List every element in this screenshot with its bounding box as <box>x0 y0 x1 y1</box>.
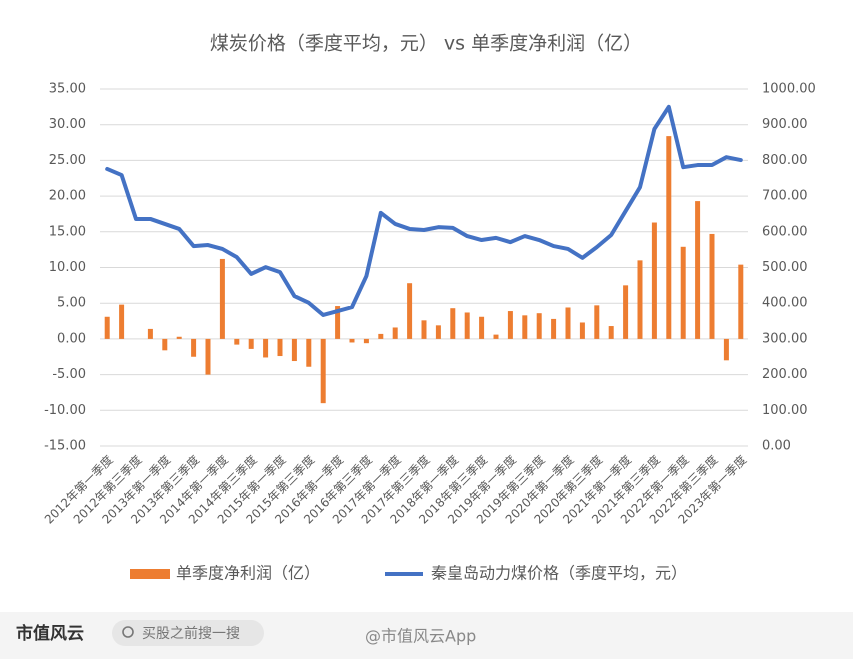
bar <box>680 246 686 339</box>
legend-label: 秦皇岛动力煤价格（季度平均，元） <box>431 564 687 583</box>
bar <box>277 338 283 357</box>
y2-tick-label: 700.00 <box>762 189 808 204</box>
bar <box>738 264 744 339</box>
search-box[interactable] <box>112 620 264 646</box>
bar <box>464 312 470 339</box>
y2-tick-label: 1000.00 <box>762 82 816 97</box>
line <box>105 104 743 317</box>
bar <box>407 283 413 339</box>
bar <box>191 338 197 357</box>
y-tick-label: 20.00 <box>49 189 86 204</box>
bar <box>119 304 125 339</box>
bar <box>435 325 441 339</box>
bar <box>306 338 312 367</box>
bar <box>363 338 369 344</box>
bar <box>349 338 355 343</box>
y-tick-label: 10.00 <box>49 260 86 275</box>
y2-tick-label: 300.00 <box>762 331 808 346</box>
y-tick-label: 15.00 <box>49 224 86 239</box>
y2-tick-label: 100.00 <box>762 403 808 418</box>
bar <box>723 338 729 361</box>
bar <box>608 326 614 339</box>
bar <box>291 338 297 362</box>
bar <box>522 315 528 339</box>
bar <box>551 318 557 339</box>
bar <box>147 328 153 339</box>
chart-title: 煤炭价格（季度平均，元） vs 单季度净利润（亿） <box>210 33 642 55</box>
bar <box>234 338 240 345</box>
bar <box>594 305 600 339</box>
y-tick-label: 5.00 <box>57 296 86 311</box>
legend-label: 单季度净利润（亿） <box>176 564 320 583</box>
y2-tick-label: 800.00 <box>762 153 808 168</box>
bar <box>320 338 326 404</box>
y2-tick-label: 400.00 <box>762 296 808 311</box>
y2-tick-label: 200.00 <box>762 367 808 382</box>
y-tick-label: -5.00 <box>52 367 86 382</box>
bar <box>205 338 211 375</box>
bar <box>335 306 341 339</box>
y2-tick-label: 0.00 <box>762 439 791 454</box>
account: @市值风云App <box>365 627 476 646</box>
y-tick-label: 25.00 <box>49 153 86 168</box>
bar <box>637 260 643 339</box>
bar <box>479 316 485 339</box>
bar <box>421 320 427 339</box>
bar <box>536 313 542 339</box>
y-tick-label: -15.00 <box>44 439 86 454</box>
bar <box>378 333 384 339</box>
bar <box>392 327 398 339</box>
search-icon <box>122 626 134 638</box>
y2-tick-label: 500.00 <box>762 260 808 275</box>
bar <box>666 136 672 339</box>
bar <box>651 222 657 339</box>
y-tick-label: 35.00 <box>49 82 86 97</box>
bar <box>104 316 110 339</box>
y-tick-label: 0.00 <box>57 331 86 346</box>
bar <box>263 338 269 358</box>
brand: 市值风云 <box>16 623 84 644</box>
y-tick-label: 30.00 <box>49 117 86 132</box>
bar <box>248 338 254 349</box>
bar <box>176 336 182 339</box>
bar <box>709 233 715 339</box>
bar <box>695 201 701 339</box>
bar <box>450 308 456 339</box>
y-tick-label: -10.00 <box>44 403 86 418</box>
search-text: 买股之前搜一搜 <box>142 625 240 642</box>
bar <box>579 322 585 339</box>
bar <box>219 258 225 339</box>
legend-swatch <box>130 569 170 579</box>
y2-tick-label: 600.00 <box>762 224 808 239</box>
bar <box>162 338 168 351</box>
bar <box>493 334 499 339</box>
bar <box>623 285 629 339</box>
bar <box>565 307 571 339</box>
bar <box>507 311 513 339</box>
y2-tick-label: 900.00 <box>762 117 808 132</box>
